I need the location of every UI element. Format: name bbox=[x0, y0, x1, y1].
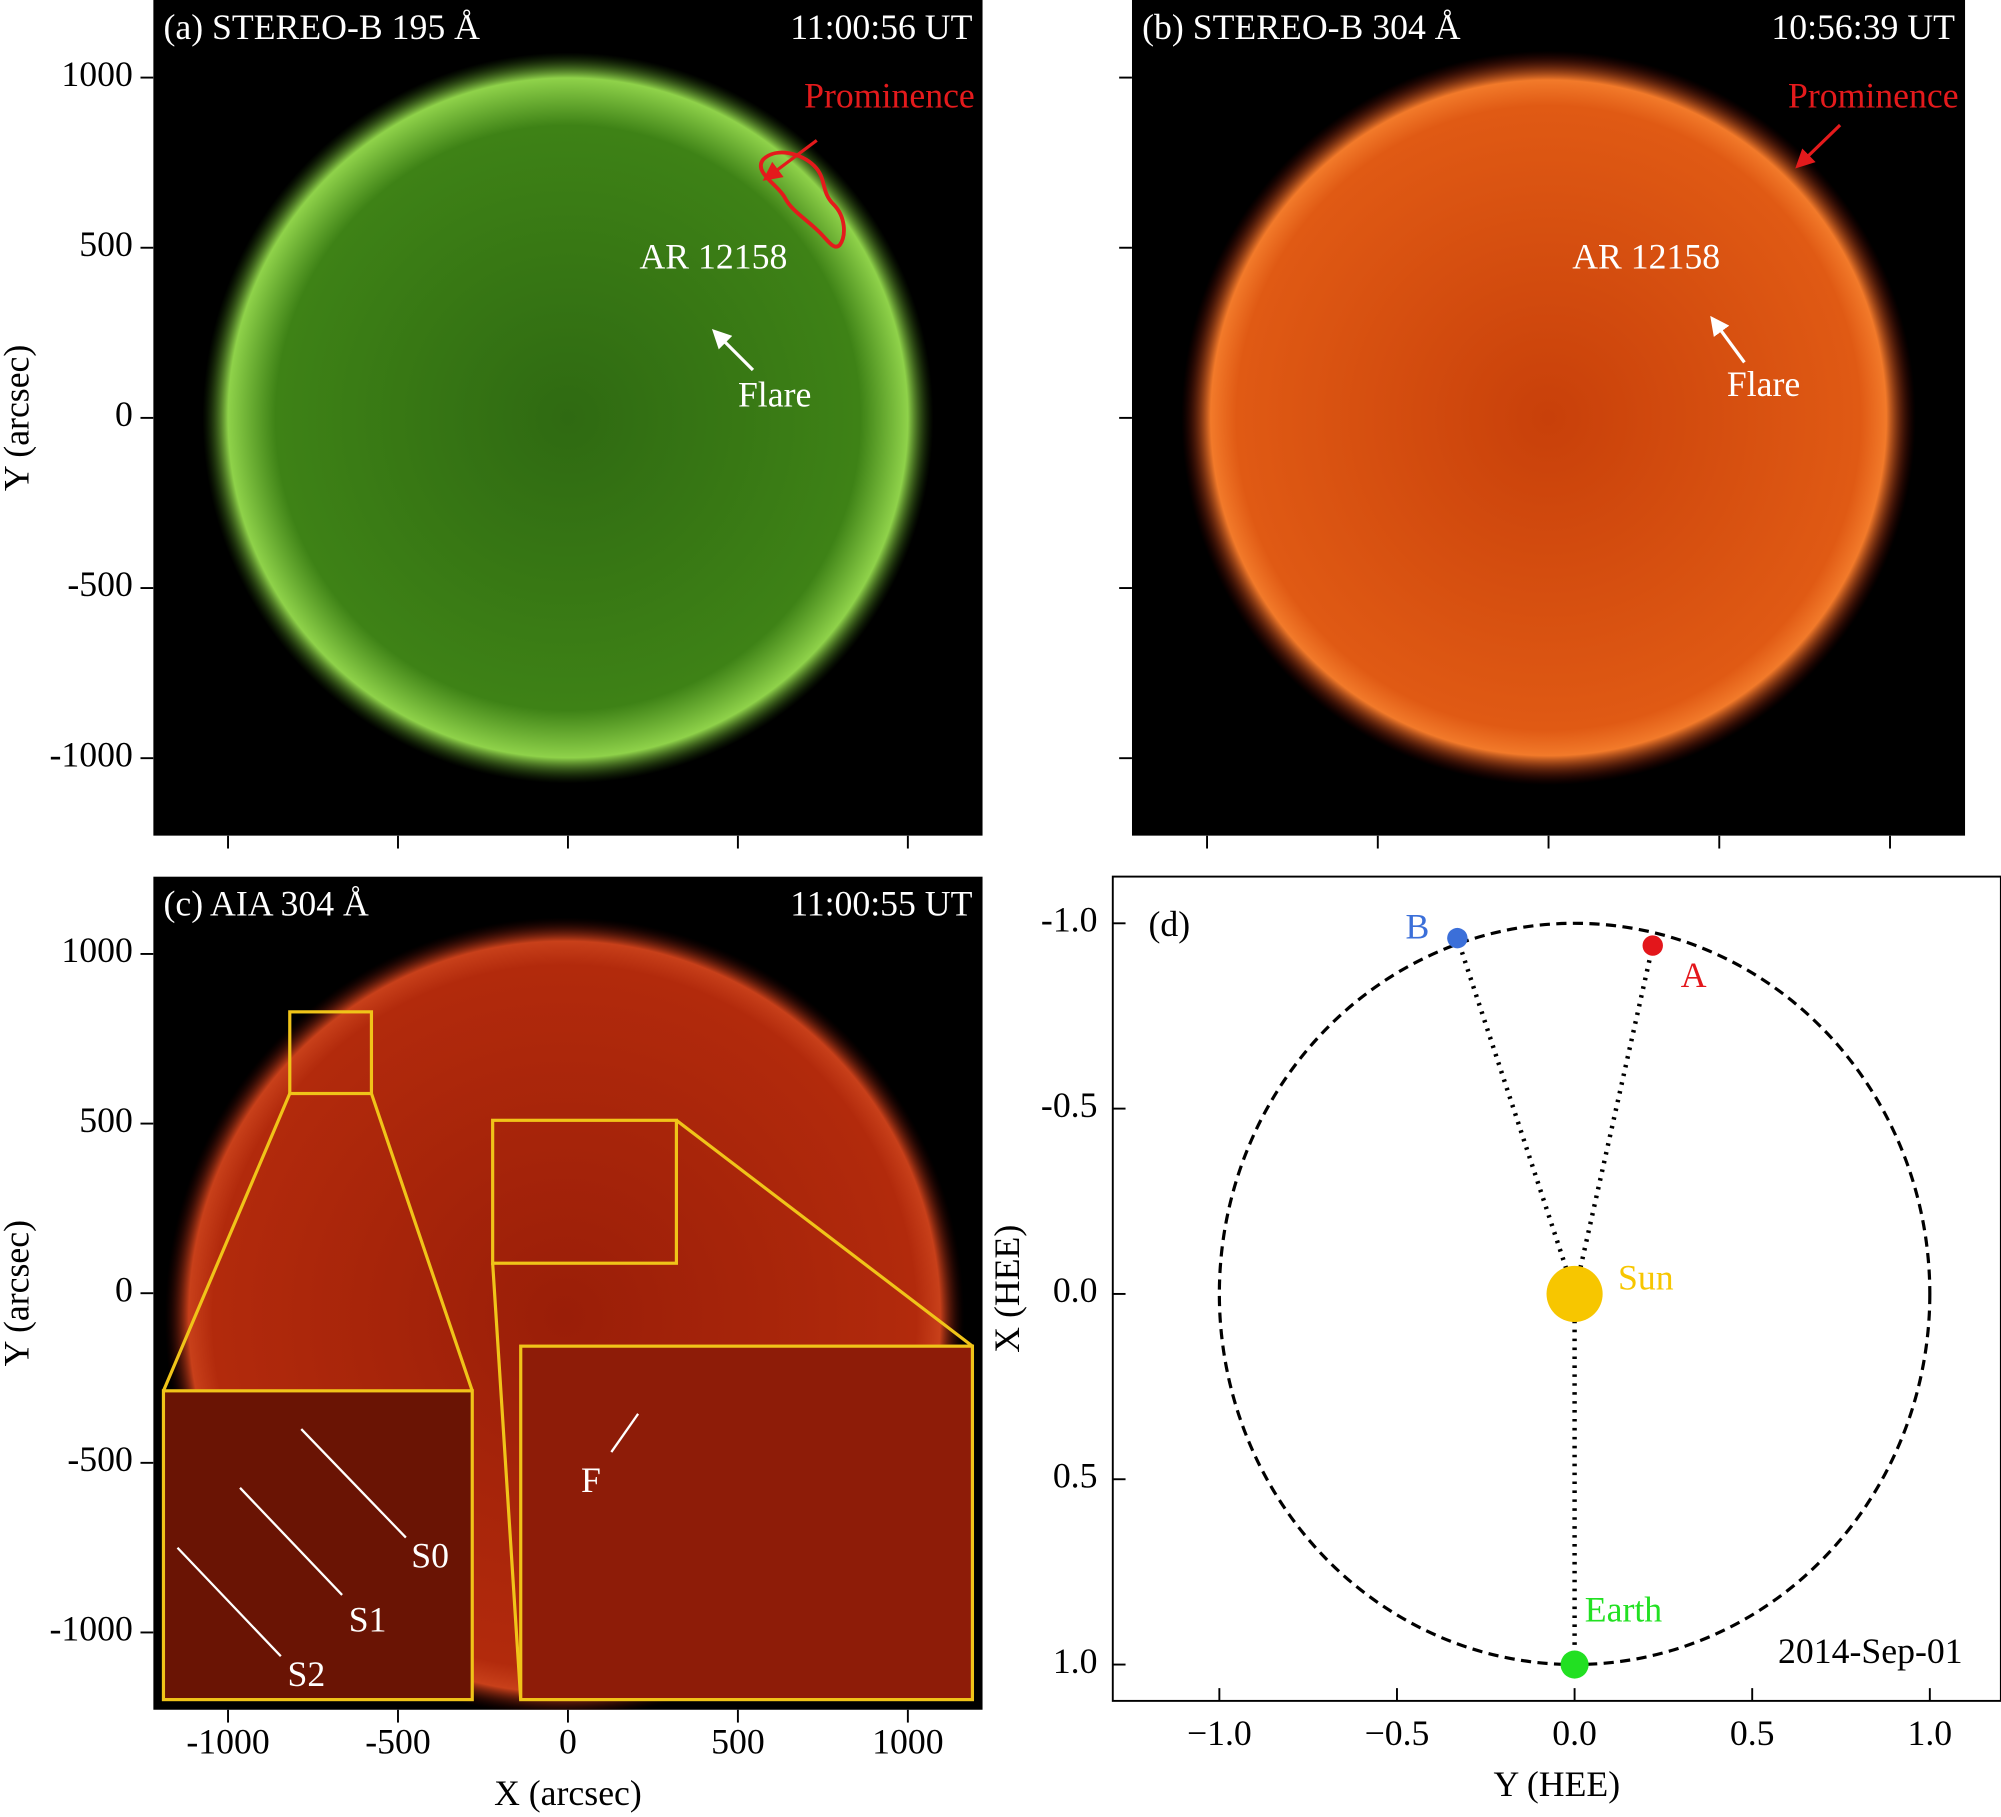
zoom-lines bbox=[161, 1092, 974, 1700]
image-panel: (b) STEREO-B 304 Å 10:56:39 UT Prominence A… bbox=[1131, 0, 1966, 836]
panel-title: (d) bbox=[1149, 904, 1191, 944]
y-axis-label: X (HEE) bbox=[987, 1225, 1027, 1353]
timestamp: 11:00:56 UT bbox=[790, 7, 972, 47]
y-tick-label: -0.5 bbox=[1041, 1085, 1098, 1125]
annotation: AR 12158 bbox=[1572, 237, 1720, 277]
arrow bbox=[1710, 315, 1746, 364]
annotation: F bbox=[581, 1460, 601, 1500]
y-tick-label: 1.0 bbox=[1053, 1641, 1098, 1681]
y-tick-label: 1000 bbox=[61, 54, 132, 94]
annotation: Flare bbox=[1727, 364, 1800, 404]
inset-box bbox=[491, 1118, 678, 1265]
annotation: Flare bbox=[738, 374, 811, 414]
y-tick-label: 0 bbox=[115, 1269, 133, 1309]
panel-title: (a) STEREO-B 195 Å bbox=[163, 7, 480, 47]
point bbox=[1546, 1265, 1603, 1323]
y-tick-label: 0.5 bbox=[1053, 1455, 1098, 1495]
y-tick-label: 1000 bbox=[61, 930, 132, 970]
x-tick-label: 1000 bbox=[872, 1722, 943, 1762]
x-tick-label: −1.0 bbox=[1187, 1713, 1252, 1753]
x-tick-label: -500 bbox=[365, 1722, 430, 1762]
image-panel: (c) AIA 304 Å 11:00:55 UT S0 S1 S2 F bbox=[153, 876, 983, 1710]
panel-title: (c) AIA 304 Å bbox=[163, 883, 369, 923]
y-tick-label: -500 bbox=[67, 564, 132, 604]
date-label: 2014-Sep-01 bbox=[1778, 1631, 1963, 1671]
annotation: S1 bbox=[349, 1599, 387, 1639]
timestamp: 10:56:39 UT bbox=[1771, 7, 1955, 47]
sightline bbox=[1572, 945, 1655, 1295]
solar-disk bbox=[202, 52, 934, 784]
inset-box bbox=[288, 1010, 374, 1096]
annotation: S0 bbox=[411, 1535, 449, 1575]
inset bbox=[519, 1344, 975, 1702]
prominence-contour bbox=[759, 150, 846, 249]
y-axis-label: Y (arcsec) bbox=[0, 345, 37, 491]
timestamp: 11:00:55 UT bbox=[790, 883, 972, 923]
arrow bbox=[711, 329, 755, 372]
x-tick-label: −0.5 bbox=[1365, 1713, 1430, 1753]
point bbox=[1560, 1650, 1589, 1679]
sightline bbox=[1455, 937, 1577, 1295]
annotation: Prominence bbox=[804, 76, 975, 116]
image-panel: (a) STEREO-B 195 Å 11:00:56 UT Prominence A… bbox=[153, 0, 983, 836]
arrow bbox=[1795, 123, 1842, 169]
y-tick-label: 0 bbox=[115, 394, 133, 434]
point-label: B bbox=[1405, 907, 1429, 947]
solar-disk bbox=[1181, 50, 1916, 786]
inset bbox=[161, 1389, 474, 1702]
annotation: S2 bbox=[287, 1654, 325, 1694]
annotation: Prominence bbox=[1788, 76, 1959, 116]
x-tick-label: 0 bbox=[559, 1722, 577, 1762]
x-tick-label: 0.0 bbox=[1552, 1713, 1597, 1753]
y-tick-label: 500 bbox=[79, 224, 133, 264]
x-tick-label: 500 bbox=[711, 1722, 765, 1762]
slit-lines bbox=[176, 1413, 640, 1658]
y-tick-label: -1000 bbox=[49, 1609, 132, 1649]
y-tick-label: -1.0 bbox=[1041, 900, 1098, 940]
x-axis-label: X (arcsec) bbox=[494, 1773, 642, 1813]
point-label: A bbox=[1681, 955, 1707, 995]
y-tick-label: -1000 bbox=[49, 734, 132, 774]
arrow bbox=[762, 139, 818, 181]
point bbox=[1642, 935, 1663, 956]
y-tick-label: -500 bbox=[67, 1439, 132, 1479]
point-label: Sun bbox=[1618, 1257, 1674, 1297]
x-tick-label: 0.5 bbox=[1730, 1713, 1775, 1753]
x-axis-label: Y (HEE) bbox=[1494, 1764, 1621, 1804]
x-tick-label: -1000 bbox=[186, 1722, 269, 1762]
y-tick-label: 0.0 bbox=[1053, 1270, 1098, 1310]
panel-title: (b) STEREO-B 304 Å bbox=[1142, 7, 1461, 47]
point-label: Earth bbox=[1585, 1590, 1662, 1630]
x-tick-label: 1.0 bbox=[1907, 1713, 1952, 1753]
y-axis-label: Y (arcsec) bbox=[0, 1220, 37, 1366]
y-tick-label: 500 bbox=[79, 1100, 133, 1140]
annotation: AR 12158 bbox=[639, 237, 787, 277]
point bbox=[1447, 927, 1468, 949]
